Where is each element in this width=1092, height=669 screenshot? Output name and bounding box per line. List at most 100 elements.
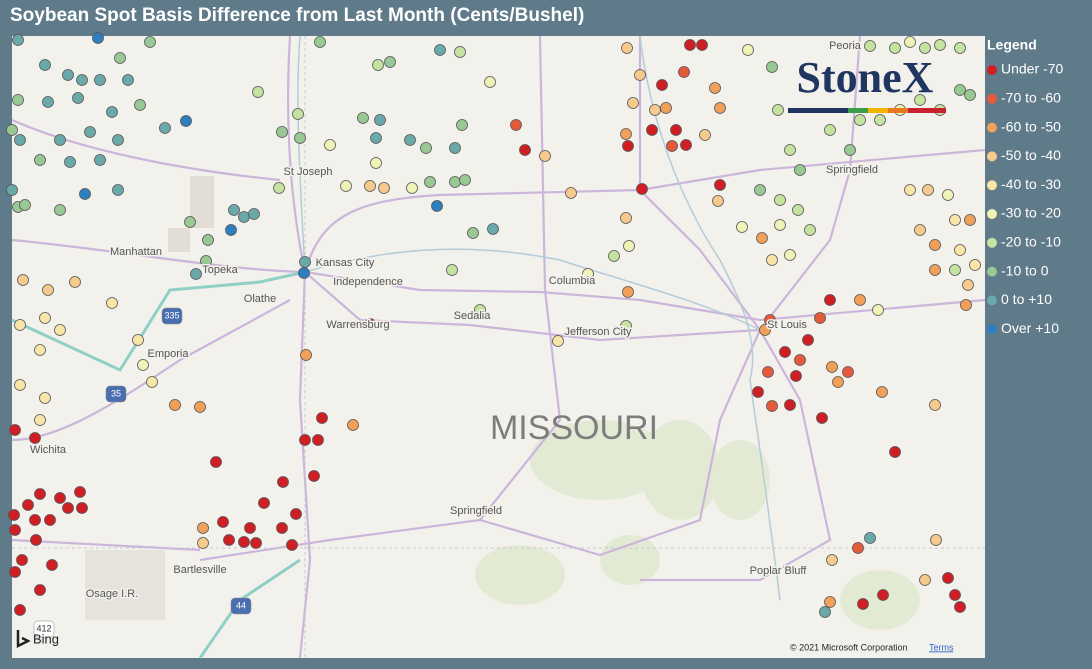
map-dot [54,134,66,146]
place-label: Warrensburg [326,319,389,331]
legend-label: -60 to -50 [1001,118,1061,134]
map-dot [316,412,328,424]
map-dot [54,492,66,504]
map-dot [372,59,384,71]
title: Soybean Spot Basis Difference from Last … [10,5,585,26]
map-dot [510,119,522,131]
map-dot [276,522,288,534]
map-dot [364,318,376,330]
place-label: Wichita [30,444,67,456]
legend-title: Legend [987,37,1037,53]
map-dot [12,34,24,46]
map-dot [792,204,804,216]
map-dot [696,39,708,51]
legend-label: Over +10 [1001,320,1059,336]
place-label: Springfield [450,505,502,517]
map-dot [446,264,458,276]
map-dot [30,534,42,546]
map-dot [864,532,876,544]
map-dot [248,208,260,220]
map-dot [286,539,298,551]
legend: Under -70 -70 to -60 -60 to -50 -50 to -40 -… [987,61,1063,336]
map-dot [774,194,786,206]
logo-text: StoneX [797,53,934,102]
map-dot [919,574,931,586]
map-dot [299,256,311,268]
map-dot [854,294,866,306]
place-label: Manhattan [110,246,162,258]
map-dot [949,589,961,601]
map-dot [54,324,66,336]
map-dot [949,214,961,226]
map-dot [929,239,941,251]
place-label: Springfield [826,164,878,176]
map-dot [406,182,418,194]
map-dot [46,559,58,571]
map-dot [44,514,56,526]
state-label: MISSOURI [490,409,658,447]
map-dot [169,399,181,411]
place-label: St Joseph [284,166,333,178]
route-shield [161,307,183,325]
map-dot [6,124,18,136]
map-dot [431,200,443,212]
map-dot [824,294,836,306]
map-dot [774,219,786,231]
map-dot [736,221,748,233]
map-dot [314,36,326,48]
place-label: Jefferson City [564,326,632,338]
map-dot [9,524,21,536]
map-dot [872,304,884,316]
map-dot [223,534,235,546]
map-dot [816,412,828,424]
map-dot [864,40,876,52]
terms-link[interactable]: Terms [929,642,954,652]
map-dot [39,392,51,404]
map-dot [666,140,678,152]
map-dots [6,32,981,618]
map-dot [14,134,26,146]
map-dot [942,572,954,584]
map-dot [424,176,436,188]
map-dot [76,74,88,86]
map-dot [487,223,499,235]
legend-swatch [987,295,997,306]
map-dot [299,434,311,446]
legend-label: -50 to -40 [1001,147,1061,163]
map-dot [184,216,196,228]
map-dot [954,84,966,96]
map-dot [620,128,632,140]
map-dot [714,102,726,114]
map-dot [854,114,866,126]
map-dot [889,42,901,54]
map-dot [772,104,784,116]
map-dot [34,584,46,596]
map-dot [228,204,240,216]
map-dot [300,349,312,361]
legend-label: -10 to 0 [1001,262,1049,278]
map-dot [649,104,661,116]
map-dot [273,182,285,194]
map-dot [804,224,816,236]
map-dot [364,180,376,192]
legend-label: -40 to -30 [1001,176,1061,192]
map-dot [14,379,26,391]
map-dot [217,516,229,528]
place-label: Emporia [148,348,190,360]
map-dot [252,86,264,98]
map-dot [94,154,106,166]
map-dot [79,188,91,200]
map-dot [467,227,479,239]
legend-label: -30 to -20 [1001,205,1061,221]
logo: StoneX [788,53,946,113]
map-dot [949,264,961,276]
map-dot [84,126,96,138]
map-dot [134,99,146,111]
map-dot [842,366,854,378]
map-dot [766,400,778,412]
map-dot [6,184,18,196]
legend-swatch [987,266,997,277]
map-dot [742,44,754,56]
map-dot [12,94,24,106]
